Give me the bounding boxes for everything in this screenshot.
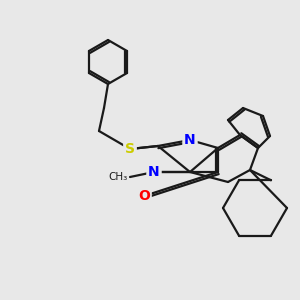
Text: O: O: [138, 189, 150, 203]
Text: N: N: [184, 133, 196, 147]
Text: N: N: [148, 165, 160, 179]
Text: N: N: [184, 133, 196, 147]
Text: O: O: [138, 189, 150, 203]
Text: CH₃: CH₃: [109, 172, 128, 182]
Text: S: S: [125, 142, 135, 156]
Text: N: N: [148, 165, 160, 179]
Text: S: S: [125, 142, 135, 156]
